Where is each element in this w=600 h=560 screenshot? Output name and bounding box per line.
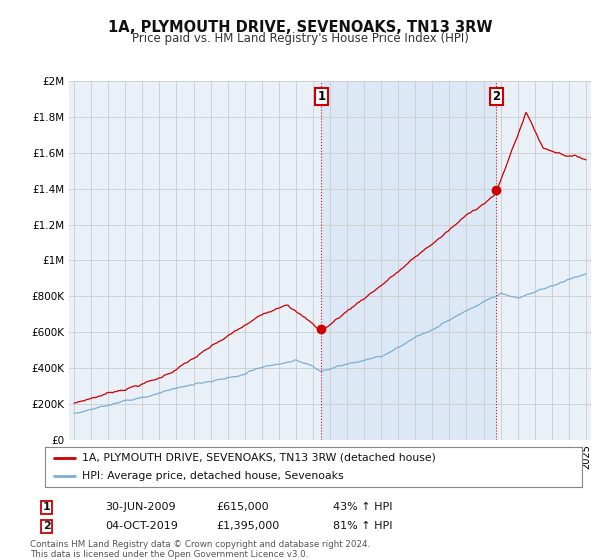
Text: 30-JUN-2009: 30-JUN-2009 [105,502,176,512]
Text: 2: 2 [43,521,50,531]
Text: 1A, PLYMOUTH DRIVE, SEVENOAKS, TN13 3RW (detached house): 1A, PLYMOUTH DRIVE, SEVENOAKS, TN13 3RW … [82,453,436,463]
Text: £1,395,000: £1,395,000 [216,521,279,531]
Text: 04-OCT-2019: 04-OCT-2019 [105,521,178,531]
Text: 81% ↑ HPI: 81% ↑ HPI [333,521,392,531]
Text: 2: 2 [492,90,500,103]
Text: Contains HM Land Registry data © Crown copyright and database right 2024.: Contains HM Land Registry data © Crown c… [30,540,370,549]
Text: 1: 1 [43,502,50,512]
Text: 1: 1 [317,90,326,103]
Text: £615,000: £615,000 [216,502,269,512]
Text: 43% ↑ HPI: 43% ↑ HPI [333,502,392,512]
Text: HPI: Average price, detached house, Sevenoaks: HPI: Average price, detached house, Seve… [82,472,343,481]
Text: Price paid vs. HM Land Registry's House Price Index (HPI): Price paid vs. HM Land Registry's House … [131,32,469,45]
Text: This data is licensed under the Open Government Licence v3.0.: This data is licensed under the Open Gov… [30,550,308,559]
Text: 1A, PLYMOUTH DRIVE, SEVENOAKS, TN13 3RW: 1A, PLYMOUTH DRIVE, SEVENOAKS, TN13 3RW [108,20,492,35]
Bar [322,81,496,440]
